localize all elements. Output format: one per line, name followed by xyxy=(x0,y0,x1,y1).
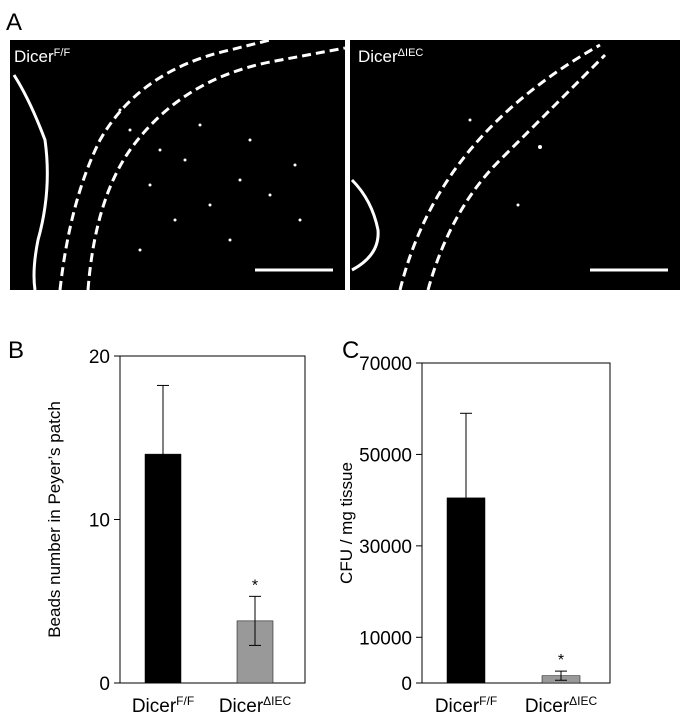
y-tick-label: 20 xyxy=(89,347,110,368)
y-tick-label: 10000 xyxy=(359,628,412,649)
significance-mark: * xyxy=(252,577,258,594)
x-tick-label: DicerΔIEC xyxy=(219,694,292,717)
panel-label: A xyxy=(6,9,22,36)
category-name: Dicer xyxy=(132,696,177,717)
x-tick-label: DicerΔIEC xyxy=(525,694,598,717)
category-superscript: F/F xyxy=(479,694,497,708)
category-name: Dicer xyxy=(219,696,264,717)
y-tick-label: 50000 xyxy=(359,445,412,466)
category-name: Dicer xyxy=(435,696,480,717)
error-bar xyxy=(460,412,472,583)
image-right xyxy=(350,40,680,290)
panel-label: B xyxy=(8,337,24,364)
y-tick-label: 10 xyxy=(89,511,110,532)
panel-label: C xyxy=(342,337,359,364)
significance-mark: * xyxy=(558,652,564,669)
image-label: DicerΔIEC xyxy=(358,47,423,66)
y-tick-label: 70000 xyxy=(359,354,412,375)
y-tick-label: 0 xyxy=(401,674,412,695)
image-outlines xyxy=(12,38,668,291)
error-bar xyxy=(157,384,169,524)
x-tick-label: DicerF/F xyxy=(132,694,194,717)
beads xyxy=(118,108,542,252)
y-axis-label: Beads number in Peyer’s patch xyxy=(45,401,64,638)
image-label: DicerF/F xyxy=(14,47,70,66)
error-bar xyxy=(249,595,261,646)
category-superscript: F/F xyxy=(176,694,194,708)
error-bar xyxy=(555,670,567,681)
category-name: Dicer xyxy=(525,696,570,717)
category-superscript: ΔIEC xyxy=(569,694,597,708)
plot-frame xyxy=(421,362,611,684)
category-superscript: ΔIEC xyxy=(263,694,291,708)
y-axis-label: CFU / mg tissue xyxy=(337,462,356,584)
y-tick-label: 30000 xyxy=(359,537,412,558)
y-tick-label: 0 xyxy=(99,674,110,695)
x-tick-label: DicerF/F xyxy=(435,694,497,717)
